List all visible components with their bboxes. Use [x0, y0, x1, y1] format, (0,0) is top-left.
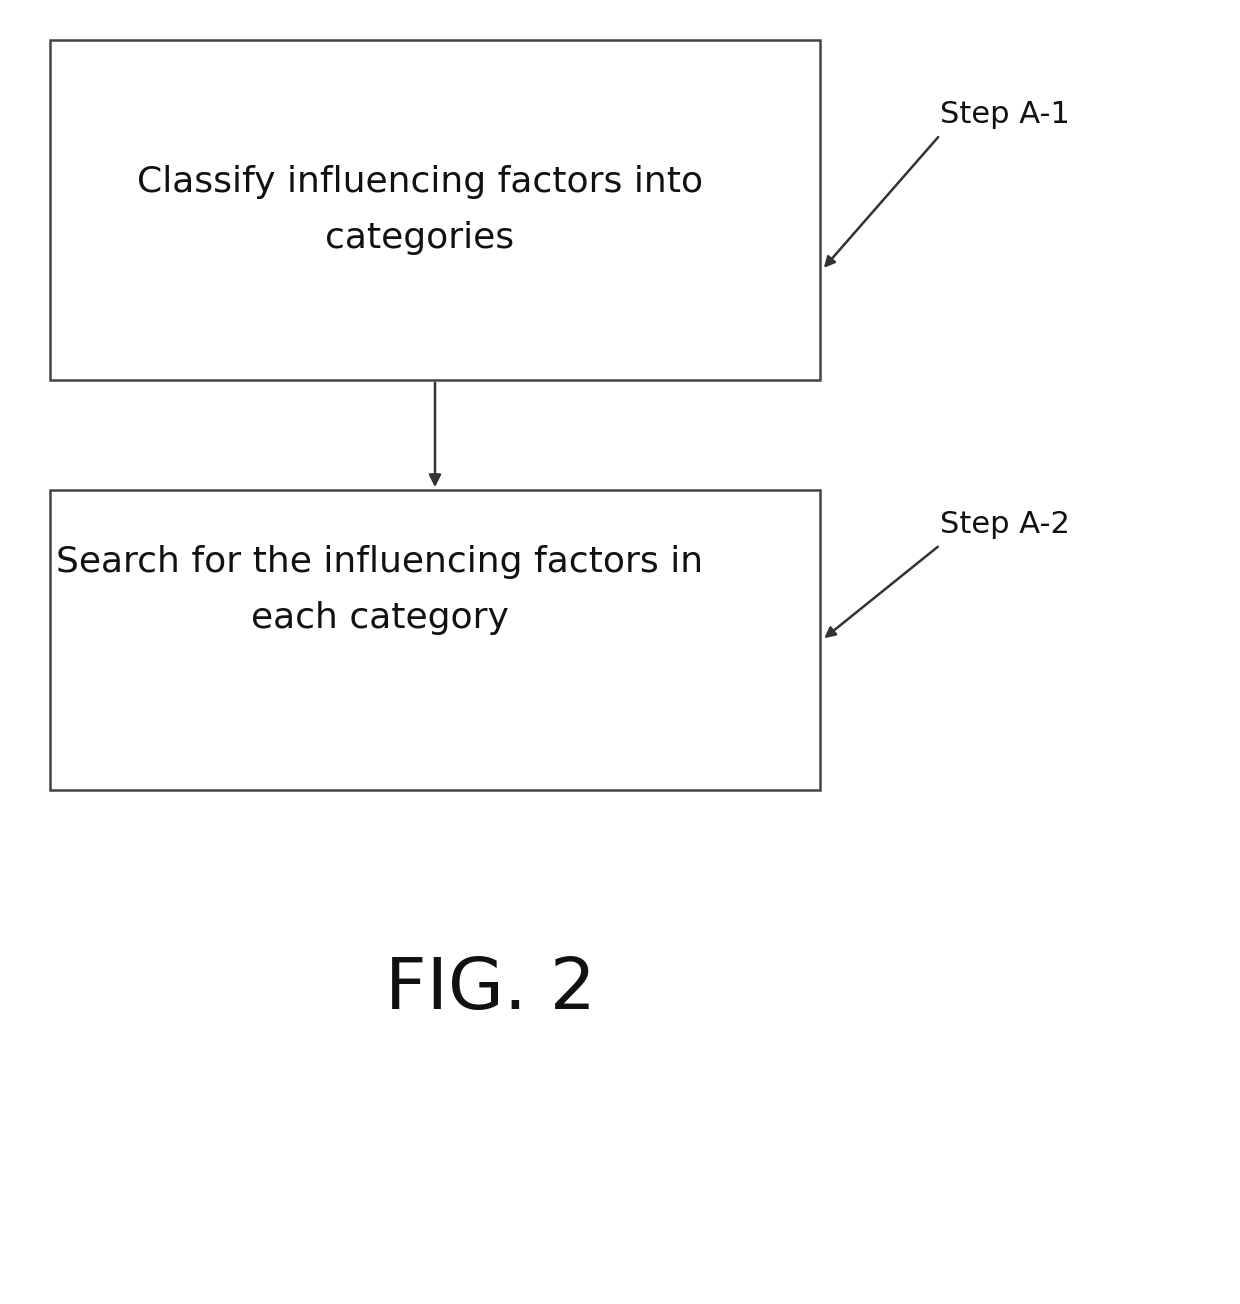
Bar — [50, 490, 820, 790]
Bar — [50, 40, 820, 379]
Text: Step A-1: Step A-1 — [940, 100, 1070, 129]
Text: Search for the influencing factors in
each category: Search for the influencing factors in ea… — [57, 545, 703, 635]
Text: FIG. 2: FIG. 2 — [384, 956, 595, 1025]
Text: Classify influencing factors into
categories: Classify influencing factors into catego… — [136, 166, 703, 254]
Text: Step A-2: Step A-2 — [940, 510, 1070, 539]
